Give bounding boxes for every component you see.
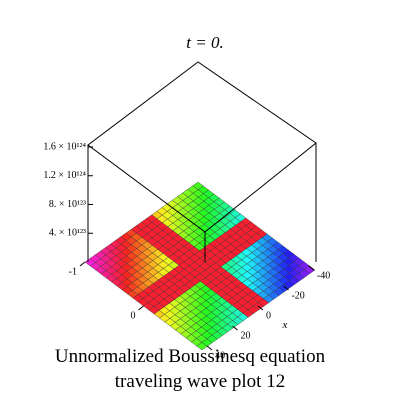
x-tick-label: 40: [215, 350, 225, 361]
y-tick-label: 0: [131, 310, 136, 321]
x-tick: [257, 305, 264, 311]
x-axis-label: x: [282, 319, 288, 331]
z-tick-label: 1.2 × 10¹²⁴: [43, 170, 86, 181]
x-tick-label: -20: [291, 290, 304, 301]
chart-title: t = 0.: [186, 33, 223, 52]
x-tick-label: 20: [241, 330, 251, 341]
x-tick: [308, 265, 315, 271]
x-tick-label: 0: [266, 310, 271, 321]
x-tick: [206, 345, 213, 351]
x-tick-label: -40: [317, 270, 330, 281]
y-tick: [79, 261, 86, 267]
surface: [84, 181, 316, 351]
y-tick: [138, 305, 144, 311]
surface-cell: [304, 265, 316, 274]
caption: Unnormalized Boussinesq equation: [55, 346, 326, 367]
box: [87, 61, 317, 262]
z-tick-label: 1.6 × 10¹²⁴: [43, 141, 86, 152]
z-tick-label: 8. × 10¹²³: [49, 199, 86, 210]
z-tick-label: 4. × 10¹²³: [49, 228, 86, 239]
y-tick-label: -1: [69, 266, 77, 277]
caption: traveling wave plot 12: [115, 371, 285, 392]
x-tick: [283, 285, 289, 291]
x-tick: [232, 325, 238, 331]
